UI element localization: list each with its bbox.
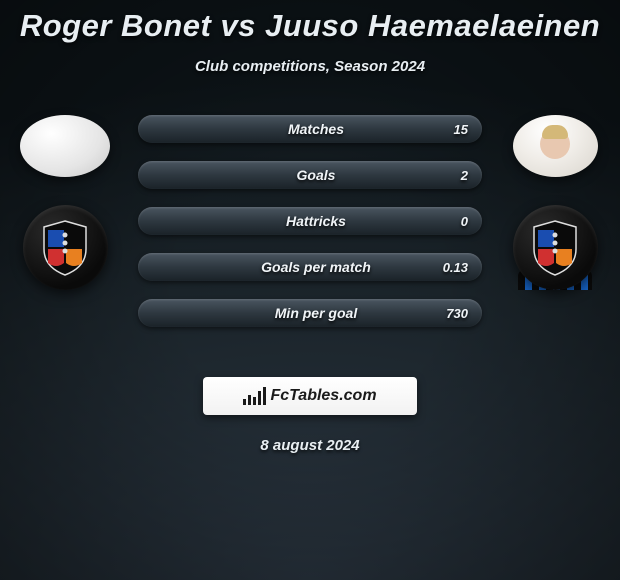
subtitle: Club competitions, Season 2024: [0, 58, 620, 75]
stat-right-value: 2: [461, 168, 468, 183]
stat-row-hattricks: Hattricks 0: [138, 207, 482, 235]
player-right-avatar: [513, 115, 598, 177]
stat-right-value: 730: [446, 306, 468, 321]
bars-icon: [243, 387, 266, 405]
player-left-club-badge: [23, 205, 108, 290]
stat-row-matches: Matches 15: [138, 115, 482, 143]
stat-right-value: 0.13: [443, 260, 468, 275]
comparison-area: Matches 15 Goals 2 Hattricks 0 Goals per…: [0, 115, 620, 355]
player-left-avatar: [20, 115, 110, 177]
date-text: 8 august 2024: [0, 437, 620, 454]
stat-bars: Matches 15 Goals 2 Hattricks 0 Goals per…: [138, 115, 482, 327]
stat-label: Min per goal: [275, 305, 357, 321]
branding-text: FcTables.com: [270, 387, 376, 405]
player-right-club-badge: [513, 205, 598, 290]
stat-label: Goals per match: [261, 259, 371, 275]
branding-badge: FcTables.com: [203, 377, 417, 415]
stat-right-value: 15: [454, 122, 468, 137]
stat-row-min-per-goal: Min per goal 730: [138, 299, 482, 327]
club-shield-icon: [530, 219, 580, 277]
player-right-column: [500, 115, 610, 290]
page-title: Roger Bonet vs Juuso Haemaelaeinen: [0, 8, 620, 44]
stat-right-value: 0: [461, 214, 468, 229]
player-left-column: [10, 115, 120, 290]
stat-label: Goals: [297, 167, 336, 183]
stat-label: Matches: [288, 121, 344, 137]
club-shield-icon: [40, 219, 90, 277]
stat-row-goals-per-match: Goals per match 0.13: [138, 253, 482, 281]
stat-label: Hattricks: [286, 213, 346, 229]
stat-row-goals: Goals 2: [138, 161, 482, 189]
